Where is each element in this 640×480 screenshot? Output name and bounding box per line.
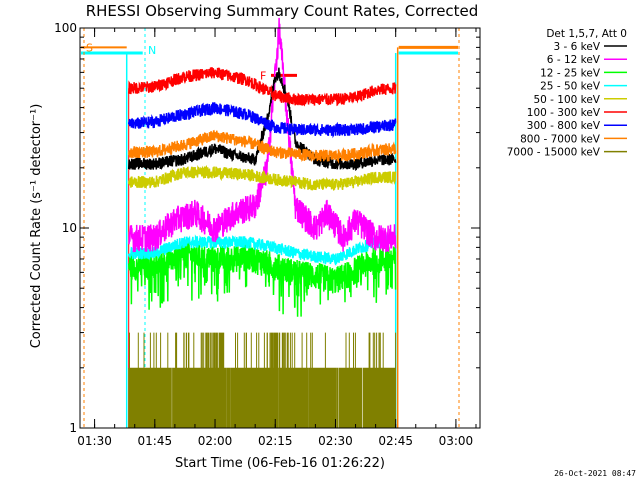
series-36kev bbox=[127, 67, 397, 171]
legend-label: 50 - 100 keV bbox=[533, 94, 600, 106]
x-tick-label: 02:45 bbox=[378, 434, 413, 448]
legend-label: 25 - 50 keV bbox=[540, 81, 601, 93]
annotation-f: F bbox=[260, 69, 266, 82]
x-tick-label: 02:00 bbox=[198, 434, 233, 448]
chart-title: RHESSI Observing Summary Count Rates, Co… bbox=[86, 2, 479, 20]
axis-ticks: 01:30 01:45 02:00 02:15 02:30 02:45 03:00 1 10 10… bbox=[54, 21, 480, 448]
legend-label: 3 - 6 keV bbox=[553, 41, 600, 53]
series-100300kev bbox=[127, 67, 397, 107]
x-tick-label: 01:30 bbox=[77, 434, 112, 448]
y-tick-label: 100 bbox=[54, 21, 77, 35]
annotation-n: N bbox=[148, 44, 156, 57]
plot-timestamp: 26-Oct-2021 08:47 bbox=[554, 469, 636, 478]
annotation-s: S bbox=[86, 41, 93, 54]
series-layer bbox=[127, 17, 397, 428]
legend-label: 800 - 7000 keV bbox=[520, 133, 601, 145]
legend-label: 7000 - 15000 keV bbox=[507, 147, 601, 159]
series-50100kev bbox=[127, 164, 397, 191]
series-300800kev bbox=[127, 102, 397, 139]
legend-label: 6 - 12 keV bbox=[547, 54, 601, 66]
x-tick-label: 02:30 bbox=[318, 434, 353, 448]
x-tick-label: 01:45 bbox=[138, 434, 173, 448]
y-tick-label: 10 bbox=[62, 221, 77, 235]
series-8007000kev bbox=[127, 129, 397, 164]
series-2550kev bbox=[127, 231, 397, 266]
series-7000-15000kev bbox=[128, 332, 397, 428]
x-tick-label: 02:15 bbox=[258, 434, 293, 448]
legend-label: 300 - 800 keV bbox=[527, 120, 601, 132]
x-axis-label: Start Time (06-Feb-16 01:26:22) bbox=[175, 456, 385, 471]
series-1225kev bbox=[127, 240, 397, 317]
y-axis-label: Corrected Count Rate (s⁻¹ detector⁻¹) bbox=[29, 104, 44, 349]
y-tick-label: 1 bbox=[69, 421, 77, 435]
legend-label: 12 - 25 keV bbox=[540, 67, 601, 79]
legend-header: Det 1,5,7, Att 0 bbox=[546, 28, 627, 40]
x-tick-label: 03:00 bbox=[439, 434, 474, 448]
legend-label: 100 - 300 keV bbox=[527, 107, 601, 119]
